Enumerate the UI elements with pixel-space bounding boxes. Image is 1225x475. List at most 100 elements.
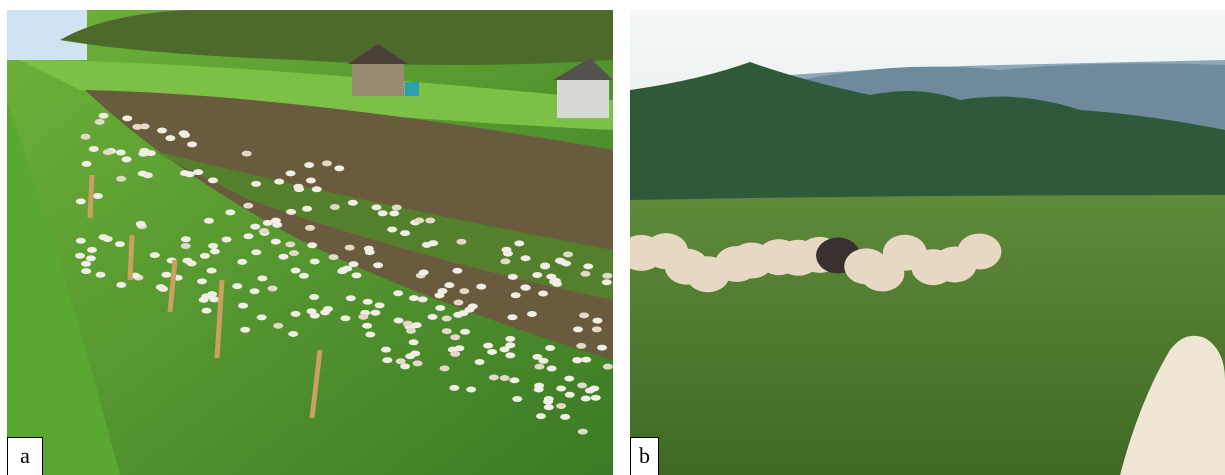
sheep bbox=[459, 288, 469, 294]
sheep bbox=[208, 177, 218, 183]
sheep bbox=[302, 206, 312, 212]
sheep bbox=[286, 209, 296, 215]
sheep bbox=[576, 343, 586, 349]
sheep bbox=[150, 252, 160, 258]
sheep bbox=[375, 302, 385, 308]
sheep bbox=[210, 248, 220, 254]
sheep bbox=[392, 205, 402, 211]
sheep bbox=[87, 247, 97, 253]
sheep bbox=[363, 299, 373, 305]
sheep bbox=[365, 331, 375, 337]
sheep bbox=[81, 134, 91, 140]
panel-label: b bbox=[630, 437, 659, 475]
sheep bbox=[378, 210, 388, 216]
sheep bbox=[310, 313, 320, 319]
sheep bbox=[534, 364, 544, 370]
sheep bbox=[312, 186, 322, 192]
sheep bbox=[387, 226, 397, 232]
sheep bbox=[251, 181, 261, 187]
sheep bbox=[389, 210, 399, 216]
sheep bbox=[257, 275, 267, 281]
sheep bbox=[95, 119, 105, 125]
sheep bbox=[293, 184, 303, 190]
sheep bbox=[538, 290, 548, 296]
sheep bbox=[251, 249, 261, 255]
sheep bbox=[370, 310, 380, 316]
sheep bbox=[285, 241, 295, 247]
sheep bbox=[507, 314, 517, 320]
sheep bbox=[158, 286, 168, 292]
sheep bbox=[222, 237, 232, 243]
sheep bbox=[161, 272, 171, 278]
sheep bbox=[278, 254, 288, 260]
sheep bbox=[365, 249, 375, 255]
sheep bbox=[345, 245, 355, 251]
sheep bbox=[304, 162, 314, 168]
sheep bbox=[103, 149, 113, 155]
sheep bbox=[89, 146, 99, 152]
sheep bbox=[182, 258, 192, 264]
sheep bbox=[329, 254, 339, 260]
sheep bbox=[310, 258, 320, 264]
sheep bbox=[589, 386, 599, 392]
sheep bbox=[242, 151, 252, 157]
sheep bbox=[232, 283, 242, 289]
sheep bbox=[122, 115, 132, 121]
sheep bbox=[449, 385, 459, 391]
sheep bbox=[393, 290, 403, 296]
sheep bbox=[409, 295, 419, 301]
sheep bbox=[505, 336, 515, 342]
sheep bbox=[419, 270, 429, 276]
sheep bbox=[440, 365, 450, 371]
sheep bbox=[450, 334, 460, 340]
sheep bbox=[396, 358, 406, 364]
sheep bbox=[501, 247, 511, 253]
photo-b bbox=[619, 10, 1225, 475]
sheep bbox=[450, 351, 460, 357]
sheep bbox=[545, 345, 555, 351]
sheep bbox=[540, 263, 550, 269]
sheep bbox=[534, 387, 544, 393]
sheep bbox=[454, 345, 464, 351]
sheep bbox=[165, 135, 175, 141]
sheep bbox=[346, 295, 356, 301]
sheep bbox=[453, 312, 463, 318]
sheep bbox=[187, 141, 197, 147]
sheep bbox=[487, 349, 497, 355]
sheep bbox=[500, 375, 510, 381]
sheep bbox=[602, 279, 612, 285]
sheep bbox=[180, 170, 190, 176]
sheep bbox=[362, 323, 372, 329]
sheep bbox=[549, 279, 559, 285]
sheep bbox=[307, 242, 317, 248]
sheep bbox=[352, 272, 362, 278]
sheep bbox=[505, 352, 515, 358]
sheep bbox=[578, 429, 588, 435]
sheep bbox=[442, 328, 452, 334]
sheep bbox=[382, 357, 392, 363]
sheep bbox=[288, 331, 298, 337]
sheep bbox=[539, 358, 549, 364]
sheep bbox=[475, 359, 485, 365]
sheep bbox=[93, 193, 103, 199]
sheep bbox=[505, 342, 515, 348]
sheep bbox=[208, 243, 218, 249]
sheep bbox=[209, 296, 219, 302]
sheep bbox=[414, 218, 424, 224]
sheep bbox=[394, 318, 404, 324]
sheep bbox=[546, 274, 556, 280]
sheep bbox=[86, 255, 96, 261]
sheep bbox=[544, 404, 554, 410]
sheep bbox=[115, 241, 125, 247]
sheep bbox=[306, 178, 316, 184]
sheep bbox=[442, 316, 452, 322]
sheep bbox=[250, 224, 260, 230]
sheep bbox=[202, 308, 212, 314]
sheep bbox=[456, 239, 466, 245]
sheep bbox=[577, 382, 587, 388]
sheep bbox=[564, 376, 574, 382]
sheep bbox=[250, 288, 260, 294]
photo-a bbox=[7, 9, 613, 475]
sheep bbox=[257, 314, 267, 320]
sheep bbox=[207, 291, 217, 297]
